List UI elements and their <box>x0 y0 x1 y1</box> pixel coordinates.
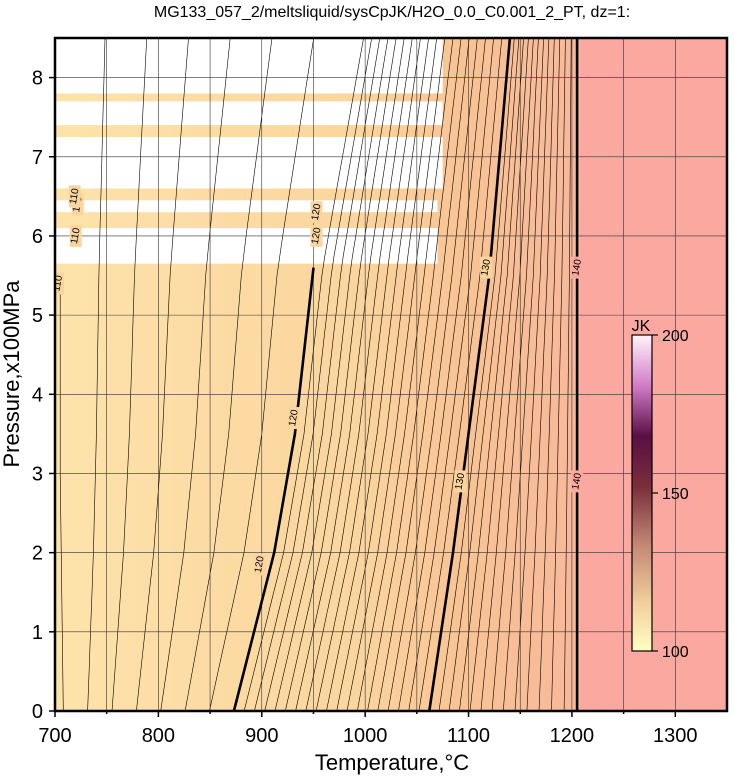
contour-label-bg-110-0 <box>55 272 65 295</box>
thin-contour-110-120-4 <box>160 38 231 711</box>
heatmap-high-zone <box>580 38 727 711</box>
contour-130 <box>428 38 512 711</box>
cb-tick-label-200: 200 <box>662 328 689 345</box>
x-tick-label-900: 900 <box>245 725 278 747</box>
thin-contour-120-130-11 <box>346 38 446 711</box>
thin-contour-120-130-9 <box>326 38 429 711</box>
thin-contour-130-140-6 <box>491 38 539 711</box>
colorbar-title: JK <box>632 318 651 335</box>
plot-frame <box>53 36 729 713</box>
thin-contour-110-120-5 <box>184 38 273 711</box>
thin-contour-130-140-4 <box>469 38 529 711</box>
thin-contour-120-130-1 <box>243 38 364 711</box>
colorbar-ramp <box>631 334 653 652</box>
thin-contour-130-140-9 <box>526 38 555 711</box>
thin-contour-110-120-3 <box>136 38 189 711</box>
thin-contour-120-130-4 <box>274 38 389 711</box>
thin-contour-130-140-7 <box>503 38 544 711</box>
blank-regions <box>55 38 443 264</box>
thin-contour-130-140-10 <box>538 38 561 711</box>
x-tick-label-1000: 1000 <box>343 725 388 747</box>
thin-contour-130-140-8 <box>514 38 550 711</box>
y-axis-title: Pressure,x100MPa <box>0 280 24 468</box>
contour-label-120-3: 120 <box>310 203 324 222</box>
blank-band-0 <box>55 38 443 94</box>
y-tick-label-7: 7 <box>32 147 43 169</box>
chart-title: MG133_057_2/meltsliquid/sysCpJK/H2O_0.0_… <box>154 4 630 21</box>
bold-contours <box>232 38 579 711</box>
thin-contour-130-140-12 <box>563 38 572 711</box>
thin-contour-120-130-7 <box>305 38 413 711</box>
thin-contour-130-140-5 <box>480 38 534 711</box>
x-tick-label-1100: 1100 <box>447 725 490 747</box>
blank-band-1 <box>55 101 443 126</box>
cb-tick-label-150: 150 <box>662 486 689 503</box>
contour-label-bg-130-0 <box>454 470 467 493</box>
contour-label-120-2: 120 <box>310 226 324 245</box>
thin-contour-120-130-2 <box>254 38 372 711</box>
contour-label-bg-120-0 <box>253 553 266 576</box>
contour-label-bg-120-2 <box>310 224 323 247</box>
thin-contour-120-130-17 <box>408 38 494 711</box>
thin-contour-120-130-10 <box>336 38 437 711</box>
contour-labels: 120120120120130130140140110110110110 <box>51 185 584 576</box>
colorbar: JK 100 150 200 <box>631 318 689 661</box>
x-tick-label-700: 700 <box>38 725 71 747</box>
thin-contour-130-140-2 <box>448 38 520 711</box>
thin-contour-120-130-6 <box>295 38 405 711</box>
contour-label-120-1: 120 <box>287 408 301 427</box>
contour-label-bg-120-1 <box>287 407 300 430</box>
y-tick-labels: 0 1 2 3 4 5 6 7 8 <box>32 68 43 723</box>
contour-label-bg-110-1 <box>69 224 82 247</box>
contour-label-bg-140-0 <box>571 470 584 493</box>
y-tick-label-5: 5 <box>32 305 43 327</box>
thin-contour-110-120-2 <box>111 38 147 711</box>
thin-contour-120-130-12 <box>357 38 454 711</box>
axis-ticks <box>49 76 677 717</box>
thin-contour-120-130-15 <box>387 38 478 711</box>
blank-band-2 <box>55 136 443 189</box>
contour-label-130-1: 130 <box>479 258 493 277</box>
contour-label-140-0: 140 <box>570 472 584 491</box>
thin-contour-130-140-1 <box>438 38 515 711</box>
blank-band-3 <box>55 200 438 213</box>
contour-label-110-3: 110 <box>68 187 82 205</box>
contour-label-bg-140-1 <box>571 256 584 279</box>
y-tick-label-1: 1 <box>32 622 43 644</box>
y-tick-label-3: 3 <box>32 463 43 485</box>
cb-tick-label-100: 100 <box>662 644 689 661</box>
x-axis-title: Temperature,°C <box>315 750 469 775</box>
contour-label-bg-120-3 <box>310 201 323 224</box>
thin-contour-120-130-8 <box>315 38 421 711</box>
thin-contour-130-140-11 <box>551 38 566 711</box>
thin-contour-120-130-13 <box>367 38 462 711</box>
thin-contour-120-130-14 <box>377 38 470 711</box>
y-tick-label-4: 4 <box>32 384 43 406</box>
contour-label-bg-110-3 <box>68 185 81 208</box>
thin-contour-120-130-3 <box>264 38 381 711</box>
contour-label-140-1: 140 <box>570 258 584 277</box>
contour-label-bg-130-1 <box>480 256 493 279</box>
x-tick-labels: 700 800 900 1000 1100 1200 1300 <box>38 725 697 747</box>
y-tick-label-2: 2 <box>32 543 43 565</box>
contour-label-130-0: 130 <box>454 472 468 491</box>
x-tick-label-800: 800 <box>142 725 175 747</box>
thin-contour-120-130-5 <box>285 38 397 711</box>
contour-120 <box>232 267 315 711</box>
y-tick-label-8: 8 <box>32 68 43 90</box>
x-tick-label-1300: 1300 <box>653 725 698 747</box>
y-tick-label-6: 6 <box>32 226 43 248</box>
contour-label-110-0: 110 <box>51 274 65 292</box>
contour-label-120-0: 120 <box>253 555 267 574</box>
contour-label-110-1: 110 <box>69 227 83 245</box>
y-tick-label-0: 0 <box>32 701 43 723</box>
colorbar-ticks: 100 150 200 <box>652 328 689 661</box>
thin-contour-130-140-3 <box>459 38 524 711</box>
thin-contours <box>59 38 572 711</box>
x-tick-label-1200: 1200 <box>550 725 595 747</box>
thin-contour-110-120-6 <box>209 38 314 711</box>
thin-contour-120-130-18 <box>418 38 503 711</box>
thin-contour-110-120-1 <box>87 38 106 711</box>
